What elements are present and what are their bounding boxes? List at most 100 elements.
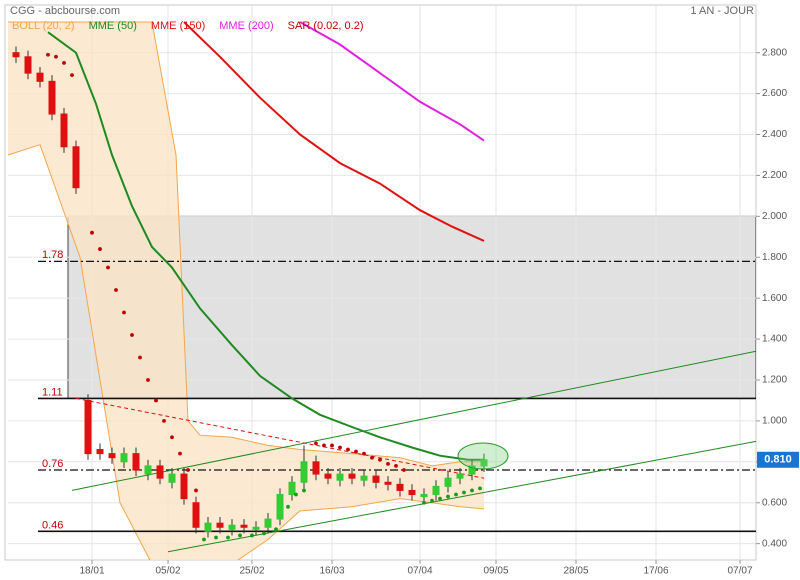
sar-dot bbox=[286, 504, 290, 509]
sar-dot bbox=[470, 488, 474, 493]
highlight-ellipse bbox=[457, 442, 509, 470]
candle-body bbox=[444, 477, 452, 487]
trendline bbox=[167, 440, 756, 553]
candle-body bbox=[264, 518, 272, 528]
y-tick-label: 0.600 bbox=[762, 497, 787, 508]
x-tick-label: 09/05 bbox=[483, 566, 508, 577]
legend-entry: MME (150) bbox=[151, 20, 205, 32]
bollinger-fill bbox=[8, 22, 484, 560]
candle-body bbox=[36, 72, 44, 82]
sar-dot bbox=[262, 531, 266, 536]
candle-body bbox=[396, 483, 404, 491]
sar-dot bbox=[130, 333, 134, 337]
level-label: 0.46 bbox=[42, 519, 63, 531]
sar-dot bbox=[314, 441, 318, 446]
level-label: 0.76 bbox=[42, 458, 63, 470]
sar-dot bbox=[386, 461, 390, 466]
sar-dot bbox=[462, 490, 466, 495]
annotation-layer: 1.78 1.11 0.76 0.46 bbox=[42, 249, 509, 531]
y-tick-label: 0.400 bbox=[762, 538, 787, 549]
candle-body bbox=[252, 526, 260, 530]
sar-dot bbox=[186, 468, 190, 472]
candle-body bbox=[288, 481, 296, 496]
sar-dot bbox=[154, 398, 158, 403]
candle-body bbox=[468, 465, 476, 475]
sar-dot bbox=[346, 447, 350, 452]
data-layer bbox=[7, 21, 756, 560]
sar-dot bbox=[394, 464, 398, 468]
candle-body bbox=[144, 465, 152, 475]
last-price-tag bbox=[757, 451, 799, 468]
sar-dot bbox=[338, 445, 342, 450]
candle-body bbox=[372, 475, 380, 483]
ema-line bbox=[47, 31, 484, 461]
candle-body bbox=[156, 465, 164, 479]
sar-dot bbox=[330, 443, 334, 448]
sar-dot bbox=[302, 488, 306, 493]
sar-dot bbox=[378, 457, 382, 462]
x-tick-label: 16/03 bbox=[319, 566, 344, 577]
candle-body bbox=[240, 524, 248, 528]
axes: 0.4000.6000.8001.0001.2001.4001.6001.800… bbox=[79, 47, 799, 577]
y-tick-label: 1.200 bbox=[762, 375, 787, 386]
ema-line bbox=[183, 21, 485, 242]
candle-body bbox=[336, 473, 344, 481]
sar-dot bbox=[446, 494, 450, 499]
candle-body bbox=[84, 399, 92, 455]
candle-body bbox=[180, 473, 188, 500]
y-tick-label: 2.400 bbox=[762, 129, 787, 140]
sar-dot bbox=[214, 535, 218, 540]
candle-body bbox=[420, 494, 428, 498]
legend-entry: MME (50) bbox=[89, 20, 137, 32]
sar-dot bbox=[98, 247, 102, 251]
candle-body bbox=[348, 473, 356, 479]
sar-dot bbox=[226, 535, 230, 540]
bollinger-upper bbox=[8, 21, 484, 467]
sar-dot bbox=[402, 468, 406, 472]
sar-dot bbox=[178, 451, 182, 456]
y-tick-label: 2.600 bbox=[762, 88, 787, 99]
sar-dot bbox=[430, 498, 434, 503]
sar-dot bbox=[170, 435, 174, 440]
candle-body bbox=[456, 473, 464, 479]
sar-dot bbox=[46, 52, 50, 57]
y-tick-label: 2.200 bbox=[762, 170, 787, 181]
candle-body bbox=[72, 146, 80, 189]
sar-dot bbox=[106, 265, 110, 270]
y-tick-label: 2.000 bbox=[762, 211, 787, 222]
y-tick-label: 1.600 bbox=[762, 293, 787, 304]
y-tick-label: 1.800 bbox=[762, 252, 787, 263]
y-tick-label: 2.800 bbox=[762, 47, 787, 58]
candle-body bbox=[300, 461, 308, 483]
bollinger-lower bbox=[7, 144, 485, 560]
sar-dot bbox=[250, 533, 254, 538]
sar-dot bbox=[354, 449, 358, 454]
legend-entry: SAR (0.02, 0.2) bbox=[288, 20, 364, 32]
candle-body bbox=[24, 56, 32, 74]
sar-dot bbox=[422, 500, 426, 505]
last-price-label: 0.810 bbox=[764, 454, 792, 466]
candle-body bbox=[96, 449, 104, 455]
sar-dot bbox=[362, 451, 366, 456]
level-label: 1.78 bbox=[42, 249, 63, 261]
sar-dot bbox=[238, 533, 242, 538]
trendline bbox=[71, 350, 756, 491]
x-tick-label: 17/06 bbox=[643, 566, 668, 577]
candle-body bbox=[312, 461, 320, 475]
candle-body bbox=[276, 494, 284, 520]
sar-dot bbox=[478, 486, 482, 491]
sar-dot bbox=[438, 496, 442, 501]
candle-body bbox=[360, 475, 368, 481]
candle-body bbox=[120, 453, 128, 463]
ema-line bbox=[299, 21, 485, 142]
sar-dot bbox=[162, 418, 166, 423]
candle-body bbox=[12, 52, 20, 58]
x-tick-label: 28/05 bbox=[563, 566, 588, 577]
candle-body bbox=[168, 473, 176, 483]
candle-body bbox=[48, 80, 56, 115]
sar-dot bbox=[122, 310, 126, 315]
sar-dot bbox=[54, 54, 58, 59]
candle-body bbox=[324, 473, 332, 479]
sar-dot bbox=[454, 492, 458, 497]
